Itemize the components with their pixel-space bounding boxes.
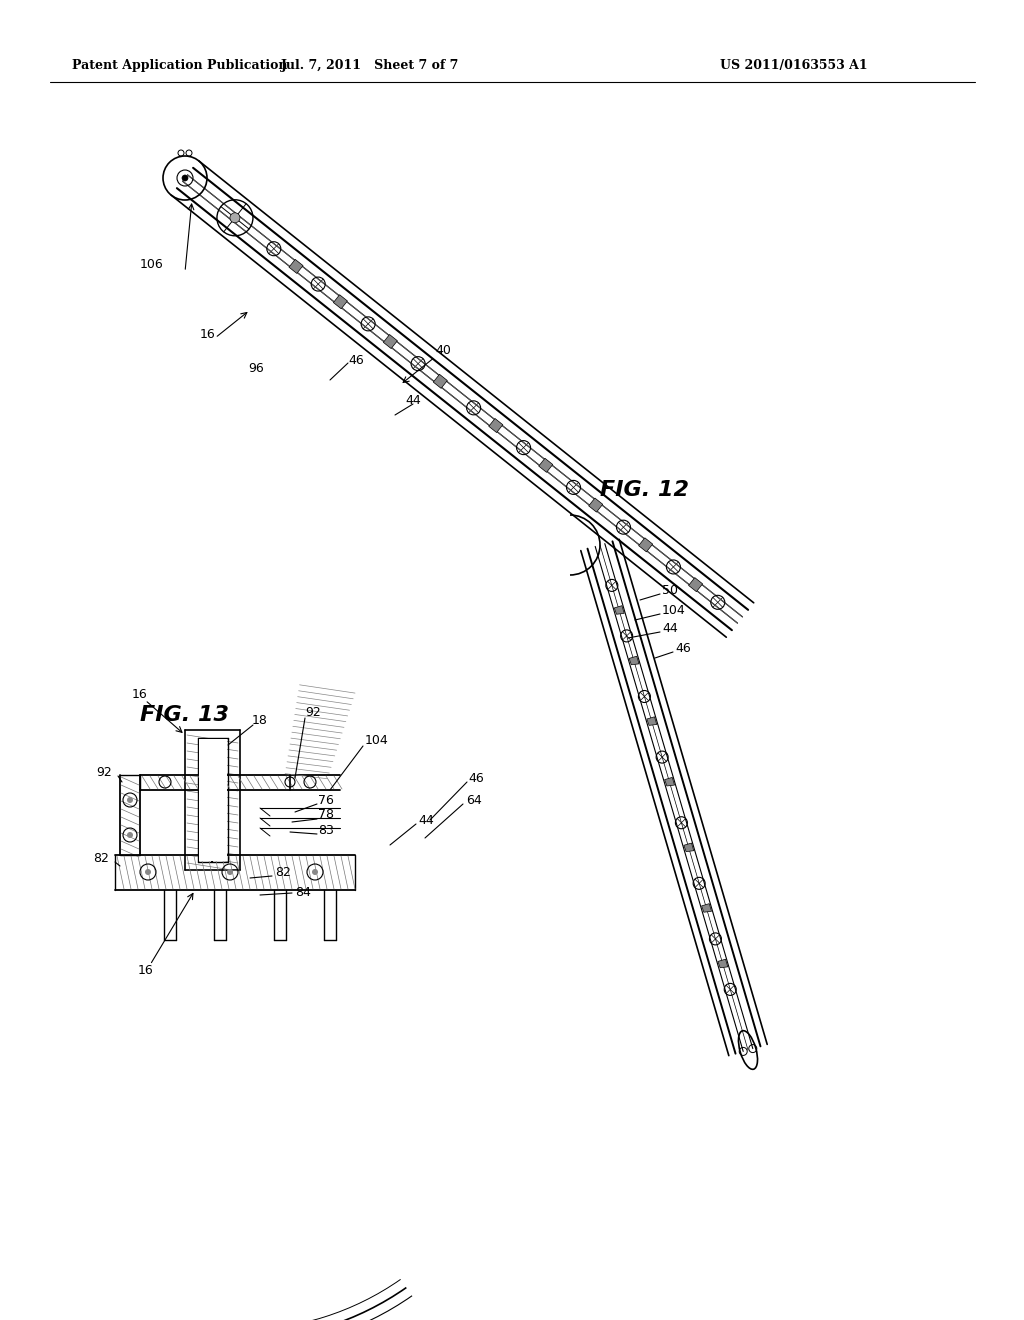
Text: FIG. 13: FIG. 13 — [140, 705, 229, 725]
Polygon shape — [539, 458, 553, 473]
Circle shape — [182, 176, 188, 181]
Text: 104: 104 — [662, 603, 686, 616]
Text: 18: 18 — [252, 714, 268, 726]
Polygon shape — [647, 717, 656, 726]
Text: 44: 44 — [418, 813, 434, 826]
Circle shape — [127, 797, 133, 803]
Text: 106: 106 — [140, 259, 164, 272]
Text: 16: 16 — [200, 329, 216, 342]
Text: Patent Application Publication: Patent Application Publication — [72, 58, 288, 71]
Text: 50: 50 — [662, 583, 678, 597]
Polygon shape — [718, 960, 728, 968]
Polygon shape — [701, 904, 712, 912]
Text: 82: 82 — [275, 866, 291, 879]
Polygon shape — [688, 578, 702, 591]
Polygon shape — [684, 843, 694, 851]
Text: US 2011/0163553 A1: US 2011/0163553 A1 — [720, 58, 867, 71]
Circle shape — [230, 213, 240, 223]
Polygon shape — [589, 498, 603, 512]
Polygon shape — [665, 777, 675, 785]
Text: 46: 46 — [348, 354, 364, 367]
Polygon shape — [334, 294, 347, 309]
Circle shape — [227, 869, 233, 875]
FancyBboxPatch shape — [199, 739, 227, 861]
Polygon shape — [433, 375, 447, 388]
Circle shape — [127, 832, 133, 838]
Text: 82: 82 — [93, 851, 109, 865]
Polygon shape — [629, 656, 639, 665]
Polygon shape — [488, 418, 503, 433]
Polygon shape — [639, 537, 652, 552]
Text: 92: 92 — [96, 767, 112, 780]
Text: 84: 84 — [295, 887, 311, 899]
Text: Jul. 7, 2011   Sheet 7 of 7: Jul. 7, 2011 Sheet 7 of 7 — [281, 58, 459, 71]
Text: 16: 16 — [138, 964, 154, 977]
Text: 76: 76 — [318, 793, 334, 807]
Text: 78: 78 — [318, 808, 334, 821]
Circle shape — [145, 869, 151, 875]
Polygon shape — [383, 334, 397, 348]
Text: 83: 83 — [318, 824, 334, 837]
Text: 46: 46 — [675, 642, 691, 655]
Text: 96: 96 — [248, 362, 264, 375]
Text: 16: 16 — [132, 689, 147, 701]
Text: 92: 92 — [305, 705, 321, 718]
Text: 104: 104 — [365, 734, 389, 747]
Text: 44: 44 — [406, 393, 421, 407]
Text: FIG. 12: FIG. 12 — [600, 480, 689, 500]
Polygon shape — [614, 606, 625, 614]
Text: 46: 46 — [468, 771, 483, 784]
Polygon shape — [289, 259, 303, 273]
Text: 40: 40 — [435, 343, 451, 356]
Text: 64: 64 — [466, 793, 481, 807]
Circle shape — [312, 869, 318, 875]
Text: 44: 44 — [662, 622, 678, 635]
